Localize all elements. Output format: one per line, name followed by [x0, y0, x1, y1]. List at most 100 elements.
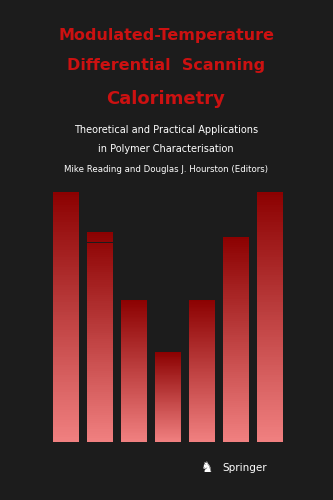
Bar: [155, 372, 181, 374]
Bar: [87, 320, 113, 322]
Bar: [121, 355, 147, 356]
Bar: [223, 370, 249, 372]
Bar: [223, 327, 249, 329]
Bar: [87, 398, 113, 400]
Bar: [121, 392, 147, 394]
Bar: [87, 330, 113, 333]
Bar: [189, 420, 215, 422]
Bar: [121, 376, 147, 378]
Bar: [87, 286, 113, 288]
Bar: [257, 412, 283, 414]
Bar: [53, 410, 79, 412]
Bar: [223, 358, 249, 360]
Bar: [257, 350, 283, 352]
Bar: [155, 386, 181, 387]
Bar: [257, 400, 283, 402]
Bar: [189, 362, 215, 364]
Bar: [189, 435, 215, 436]
Bar: [53, 387, 79, 390]
Bar: [53, 310, 79, 312]
Bar: [257, 407, 283, 410]
Bar: [223, 432, 249, 434]
Bar: [257, 410, 283, 412]
Bar: [257, 360, 283, 362]
Bar: [87, 400, 113, 402]
Bar: [87, 375, 113, 377]
Bar: [189, 398, 215, 399]
Bar: [121, 316, 147, 318]
Bar: [121, 415, 147, 416]
Bar: [121, 378, 147, 380]
Bar: [257, 382, 283, 384]
Bar: [223, 348, 249, 350]
Bar: [53, 280, 79, 282]
Bar: [223, 256, 249, 258]
Text: Mike Reading and Douglas J. Hourston (Editors): Mike Reading and Douglas J. Hourston (Ed…: [64, 165, 268, 174]
Bar: [121, 351, 147, 352]
Bar: [223, 407, 249, 409]
Bar: [121, 390, 147, 392]
Bar: [121, 320, 147, 321]
Bar: [223, 334, 249, 336]
Bar: [257, 370, 283, 372]
Bar: [223, 308, 249, 311]
Bar: [53, 350, 79, 352]
Bar: [223, 362, 249, 364]
Bar: [257, 232, 283, 234]
Bar: [87, 379, 113, 381]
Bar: [257, 427, 283, 430]
Bar: [53, 230, 79, 232]
Bar: [121, 314, 147, 315]
Bar: [87, 246, 113, 249]
Bar: [53, 440, 79, 442]
Bar: [257, 230, 283, 232]
Bar: [189, 348, 215, 350]
Bar: [257, 210, 283, 212]
Bar: [121, 305, 147, 306]
Bar: [87, 299, 113, 302]
Bar: [87, 324, 113, 326]
Bar: [257, 200, 283, 202]
Bar: [121, 405, 147, 406]
Bar: [87, 268, 113, 270]
Text: Theoretical and Practical Applications: Theoretical and Practical Applications: [74, 125, 258, 135]
Bar: [257, 252, 283, 254]
Bar: [53, 294, 79, 297]
Bar: [257, 344, 283, 347]
Bar: [189, 430, 215, 432]
Bar: [121, 432, 147, 434]
Bar: [155, 431, 181, 432]
Bar: [87, 314, 113, 316]
Bar: [257, 327, 283, 330]
Bar: [121, 400, 147, 402]
Bar: [189, 434, 215, 435]
Bar: [53, 267, 79, 270]
Bar: [155, 406, 181, 407]
Bar: [87, 348, 113, 350]
Bar: [257, 420, 283, 422]
Bar: [257, 432, 283, 434]
Bar: [87, 412, 113, 414]
Bar: [223, 364, 249, 366]
Bar: [121, 354, 147, 355]
Bar: [155, 352, 181, 353]
Bar: [53, 412, 79, 414]
Bar: [223, 391, 249, 393]
Bar: [189, 375, 215, 376]
Bar: [189, 422, 215, 424]
Bar: [257, 254, 283, 257]
Bar: [257, 274, 283, 277]
Bar: [155, 384, 181, 386]
Bar: [223, 243, 249, 245]
Bar: [223, 329, 249, 332]
Bar: [155, 416, 181, 417]
Bar: [87, 255, 113, 257]
Bar: [53, 364, 79, 367]
Bar: [53, 360, 79, 362]
Bar: [53, 262, 79, 264]
Bar: [189, 330, 215, 331]
Bar: [121, 398, 147, 399]
Bar: [121, 350, 147, 351]
Bar: [189, 428, 215, 429]
Bar: [223, 252, 249, 254]
